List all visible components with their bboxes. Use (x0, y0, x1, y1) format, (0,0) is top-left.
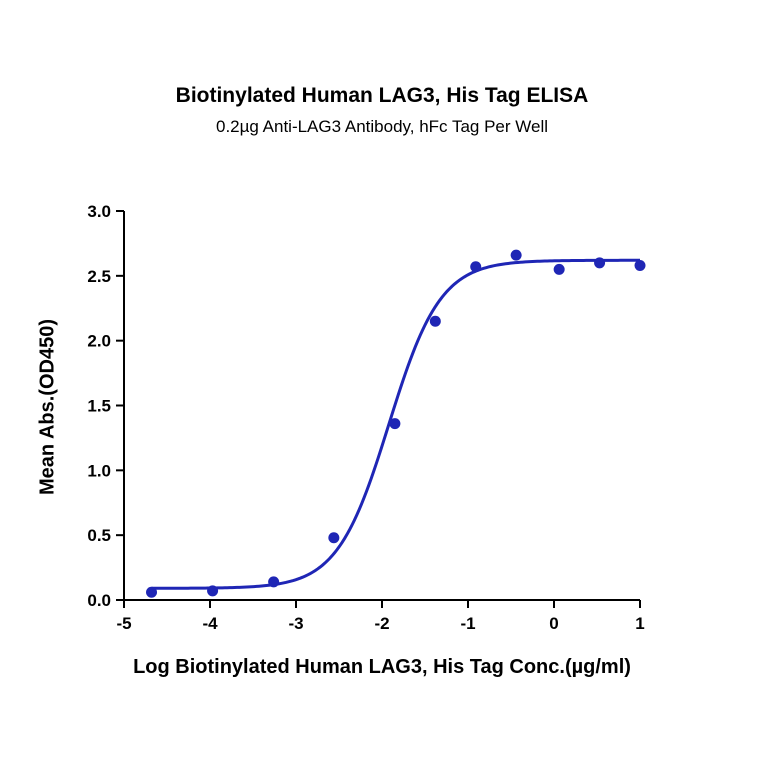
y-tick-label: 1.5 (87, 397, 111, 416)
data-point (389, 418, 401, 430)
y-tick-label: 2.5 (87, 267, 111, 286)
y-tick-label: 3.0 (87, 202, 111, 221)
data-point (634, 259, 646, 271)
y-tick-label: 0.5 (87, 526, 111, 545)
chart-subtitle: 0.2µg Anti-LAG3 Antibody, hFc Tag Per We… (215, 117, 549, 136)
ticks-layer: 0.0 0.5 1.0 1.5 2.0 2.5 3.0 -5 -4 -3 -2 -1 0 1 (87, 202, 644, 633)
data-point (328, 532, 340, 544)
data-point (429, 315, 441, 327)
data-point (510, 249, 522, 261)
chart-title: Biotinylated Human LAG3, His Tag ELISA (175, 84, 589, 107)
y-axis-title: Mean Abs.(OD450) (36, 319, 59, 495)
y-tick-label: 2.0 (87, 332, 111, 351)
x-tick-label: -1 (460, 614, 475, 633)
data-point (470, 261, 482, 273)
data-points-layer (146, 249, 646, 598)
data-point (553, 263, 565, 275)
data-point (268, 576, 280, 588)
y-tick-label: 0.0 (87, 591, 111, 610)
data-point (146, 586, 158, 598)
x-tick-label: -4 (202, 614, 218, 633)
y-tick-label: 1.0 (87, 461, 111, 480)
x-tick-label: -3 (288, 614, 303, 633)
x-tick-label: -2 (374, 614, 389, 633)
x-tick-label: -5 (116, 614, 131, 633)
data-point (207, 585, 219, 597)
x-tick-label: 1 (635, 614, 644, 633)
data-point (594, 257, 606, 269)
fit-curve-line (151, 258, 640, 590)
fit-curve-layer (151, 258, 640, 590)
x-axis-title: Log Biotinylated Human LAG3, His Tag Con… (133, 656, 631, 678)
x-tick-label: 0 (549, 614, 558, 633)
